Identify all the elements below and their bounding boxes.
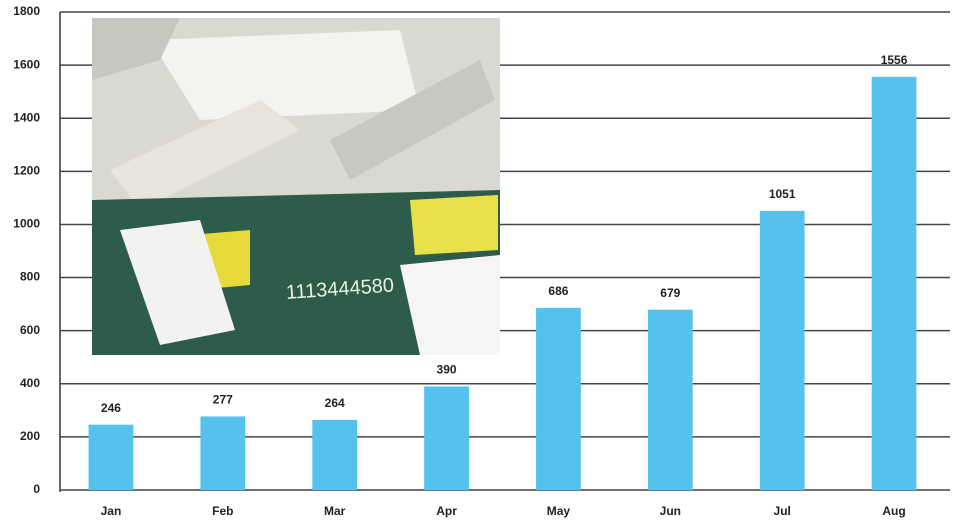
- bar: [88, 424, 134, 490]
- x-tick-label: Jul: [774, 504, 791, 518]
- x-tick-label: Jun: [660, 504, 681, 518]
- y-tick-label: 1400: [13, 110, 40, 124]
- y-tick-label: 200: [20, 429, 40, 443]
- x-tick-label: May: [547, 504, 571, 518]
- x-tick-label: Jan: [101, 504, 122, 518]
- y-tick-label: 800: [20, 270, 40, 284]
- y-tick-label: 1000: [13, 217, 40, 231]
- data-label: 686: [548, 284, 568, 298]
- data-label: 246: [101, 401, 121, 415]
- x-tick-label: Feb: [212, 504, 233, 518]
- x-tick-label: Apr: [436, 504, 457, 518]
- bar: [647, 309, 693, 490]
- y-tick-label: 600: [20, 323, 40, 337]
- bar: [200, 416, 246, 490]
- y-tick-label: 1600: [13, 57, 40, 71]
- y-tick-label: 0: [33, 482, 40, 496]
- bar: [536, 307, 581, 490]
- data-label: 264: [325, 396, 345, 410]
- bar: [871, 76, 917, 490]
- y-tick-label: 400: [20, 376, 40, 390]
- y-tick-label: 1800: [13, 4, 40, 18]
- data-label: 390: [437, 363, 457, 377]
- data-label: 1556: [881, 53, 908, 67]
- data-label: 1051: [769, 187, 796, 201]
- bar: [759, 210, 805, 490]
- x-tick-label: Aug: [882, 504, 905, 518]
- x-tick-label: Mar: [324, 504, 346, 518]
- y-tick-label: 1200: [13, 164, 40, 178]
- bar: [312, 419, 358, 490]
- inset-photo: 1113444580: [92, 18, 500, 355]
- bar: [424, 386, 469, 490]
- data-label: 679: [660, 286, 680, 300]
- data-label: 277: [213, 393, 233, 407]
